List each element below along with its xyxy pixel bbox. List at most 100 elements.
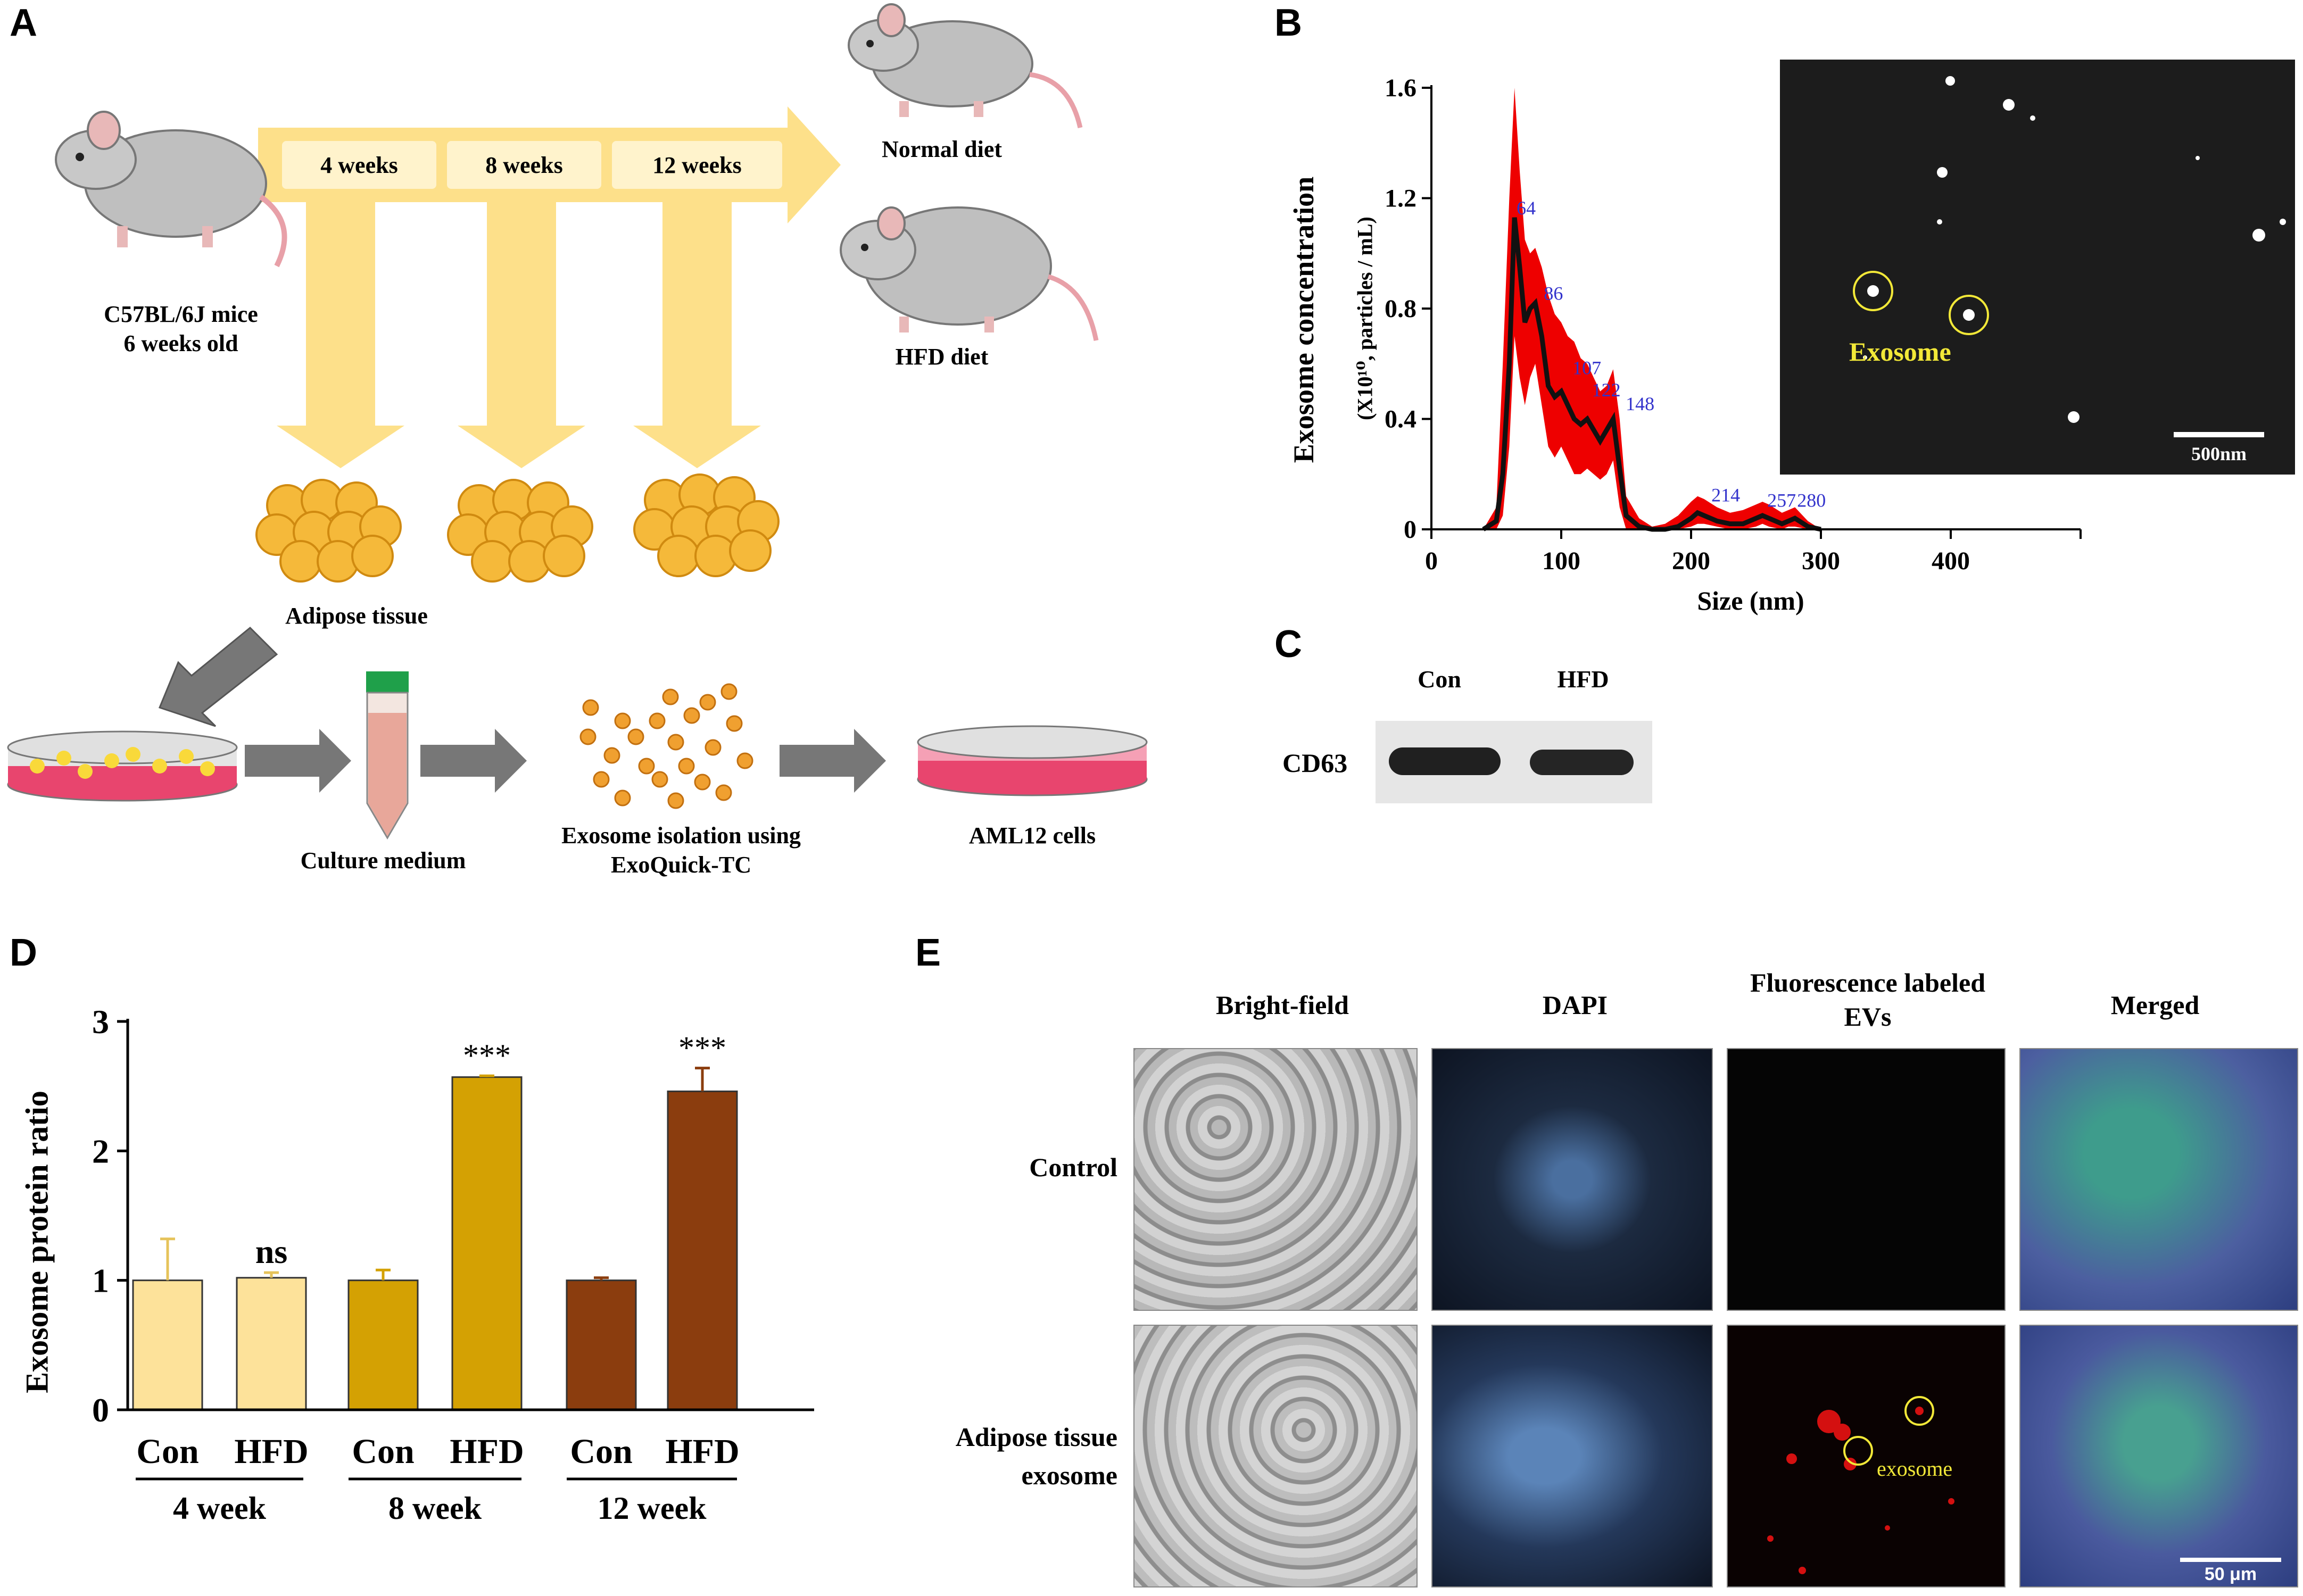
western-blot xyxy=(1376,721,1652,803)
bar-5 xyxy=(667,1090,738,1411)
nta-mean-line xyxy=(1482,217,1821,532)
bar-0 xyxy=(132,1279,203,1411)
centrifuge-tube-icon xyxy=(366,671,409,839)
process-arrow-3 xyxy=(780,729,886,793)
blot-lane-con: Con xyxy=(1418,666,1461,693)
exosome-ratio-bar-chart: Con ns HFD Con *** HFD Con *** HFD 0 1 2 3 4 week 8 we… xyxy=(92,1003,814,1526)
hfd-diet-label: HFD diet xyxy=(895,344,989,370)
chart-d-ytick-label: 3 xyxy=(92,1003,109,1041)
chart-b-peak-label: 257 xyxy=(1767,490,1796,511)
tem-scale-label: 500nm xyxy=(2191,443,2247,464)
image-adipose-brightfield xyxy=(1133,1325,1418,1587)
timeline-label-12wk: 12 weeks xyxy=(652,152,742,178)
bar-2 xyxy=(347,1279,419,1411)
adipose-cluster-4wk xyxy=(255,479,402,583)
petri-dish-1 xyxy=(7,730,238,802)
chart-b-xtick-label: 100 xyxy=(1542,547,1580,575)
normal-diet-mouse-icon xyxy=(848,3,1083,128)
panel-label-e: E xyxy=(915,932,941,974)
blot-lane-hfd: HFD xyxy=(1557,666,1609,693)
image-adipose-dapi xyxy=(1431,1325,1713,1587)
panel-label-d: D xyxy=(10,932,37,974)
isolation-label-1: Exosome isolation using xyxy=(561,822,801,849)
image-control-fluorescence xyxy=(1727,1048,2006,1311)
image-control-dapi xyxy=(1431,1048,1713,1311)
timeline-box-4wk xyxy=(282,141,436,189)
process-arrow-1 xyxy=(245,729,351,793)
col-header-dapi: DAPI xyxy=(1542,990,1608,1020)
timeline-label-8wk: 8 weeks xyxy=(485,152,563,178)
merged-scale-label: 50 μm xyxy=(2204,1564,2257,1584)
adipose-cluster-8wk xyxy=(447,479,593,583)
chart-b-ytick-label: 0.8 xyxy=(1385,295,1416,323)
tem-micrograph: Exosome 500nm xyxy=(1780,60,2295,475)
chart-b-ytick-label: 0.4 xyxy=(1385,405,1416,434)
panel-a-illustration xyxy=(7,3,1148,839)
category-label-0: Con xyxy=(136,1432,198,1471)
adipose-cluster-12wk xyxy=(633,473,780,577)
group-label-2: 12 week xyxy=(598,1491,707,1526)
col-header-fluorescence: Fluorescence labeled EVs xyxy=(1750,968,1986,1032)
panel-label-a: A xyxy=(10,2,37,44)
blot-band-label: CD63 xyxy=(1282,748,1348,778)
chart-b-ylabel-sub: (X10¹⁰, particles / mL) xyxy=(1353,217,1377,420)
hfd-mouse-icon xyxy=(840,206,1099,341)
category-label-2: Con xyxy=(352,1432,414,1471)
image-control-brightfield xyxy=(1133,1048,1418,1311)
category-label-4: Con xyxy=(570,1432,632,1471)
image-adipose-fluorescence: exosome xyxy=(1727,1325,2006,1587)
bar-1 xyxy=(236,1277,307,1411)
group-label-1: 8 week xyxy=(388,1491,482,1526)
image-control-merged xyxy=(2019,1048,2298,1311)
mouse-age-label: 6 weeks old xyxy=(123,330,238,356)
chart-d-ytick-label: 2 xyxy=(92,1132,109,1170)
process-arrow-2 xyxy=(420,729,527,793)
tem-exosome-label: Exosome xyxy=(1849,337,1951,367)
exosome-particles xyxy=(579,683,753,809)
culture-medium-label: Culture medium xyxy=(300,847,466,874)
chart-b-ytick-label: 1.2 xyxy=(1385,185,1416,213)
bar-3 xyxy=(451,1076,523,1411)
panel-label-b: B xyxy=(1274,2,1302,44)
row-label-control: Control xyxy=(1029,1152,1117,1182)
col-header-brightfield: Bright-field xyxy=(1216,990,1349,1020)
chart-b-xlabel: Size (nm) xyxy=(1697,586,1804,616)
adipose-tissue-label: Adipose tissue xyxy=(285,603,428,629)
significance-label-1: ns xyxy=(255,1233,288,1270)
chart-b-peak-label: 107 xyxy=(1572,358,1601,379)
mouse-icon xyxy=(55,111,287,268)
significance-label-3: *** xyxy=(463,1038,511,1073)
down-arrow-12wk xyxy=(633,202,761,468)
chart-b-xtick-label: 400 xyxy=(1932,547,1970,575)
chart-b-xtick-label: 200 xyxy=(1672,547,1710,575)
petri-dish-aml12 xyxy=(917,725,1148,796)
bar-4 xyxy=(566,1279,637,1411)
chart-b-peak-label: 64 xyxy=(1517,197,1536,219)
category-label-1: HFD xyxy=(234,1432,308,1471)
nta-error-band xyxy=(1483,88,1821,529)
chart-d-ytick-label: 0 xyxy=(92,1391,109,1429)
timeline-box-8wk xyxy=(447,141,601,189)
chart-b-peak-label: 148 xyxy=(1626,393,1654,414)
mouse-strain-label: C57BL/6J mice xyxy=(104,301,258,327)
group-label-0: 4 week xyxy=(173,1491,267,1526)
chart-b-peak-label: 280 xyxy=(1797,490,1826,511)
chart-b-peak-label: 86 xyxy=(1544,283,1563,304)
aml12-cells-label: AML12 cells xyxy=(968,822,1096,849)
row-label-adipose: Adipose tissue exosome xyxy=(955,1422,1117,1490)
category-label-3: HFD xyxy=(450,1432,524,1471)
isolation-label-2: ExoQuick-TC xyxy=(610,852,752,878)
chart-d-ytick-label: 1 xyxy=(92,1262,109,1300)
chart-b-ytick-label: 1.6 xyxy=(1385,74,1416,102)
exosome-fluor-label: exosome xyxy=(1877,1457,1953,1481)
col-header-merged: Merged xyxy=(2110,990,2200,1020)
chart-b-xtick-label: 300 xyxy=(1802,547,1840,575)
chart-b-xtick-label: 0 xyxy=(1425,547,1438,575)
down-arrow-8wk xyxy=(458,202,585,468)
chart-b-peak-label: 122 xyxy=(1592,379,1621,401)
chart-b-ytick-label: 0 xyxy=(1404,516,1416,544)
significance-label-5: *** xyxy=(678,1030,726,1066)
image-adipose-merged: 50 μm xyxy=(2019,1325,2298,1587)
chart-b-ylabel: Exosome concentration xyxy=(1288,176,1320,463)
